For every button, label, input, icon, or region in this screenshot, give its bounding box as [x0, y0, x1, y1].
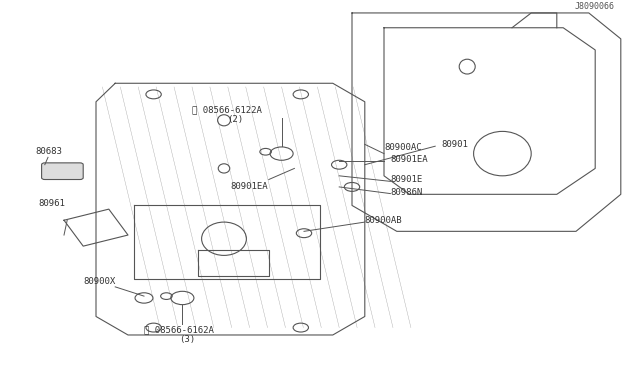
Text: 80961: 80961: [38, 199, 65, 208]
Text: J8090066: J8090066: [575, 2, 614, 11]
Text: 80901EA: 80901EA: [390, 155, 428, 164]
Text: 80986N: 80986N: [390, 188, 422, 197]
Text: 80900AB: 80900AB: [365, 216, 403, 225]
Text: 80683: 80683: [35, 147, 62, 156]
FancyBboxPatch shape: [42, 163, 83, 180]
Text: Ⓢ 08566-6162A: Ⓢ 08566-6162A: [144, 326, 214, 335]
Text: 80901E: 80901E: [390, 175, 422, 184]
Text: (3): (3): [179, 335, 195, 344]
Text: Ⓢ 08566-6122A: Ⓢ 08566-6122A: [192, 106, 262, 115]
Text: 80901: 80901: [442, 140, 468, 149]
Text: 80900AC: 80900AC: [384, 143, 422, 152]
Text: 80900X: 80900X: [83, 277, 115, 286]
Text: 80901EA: 80901EA: [230, 182, 268, 192]
Text: (2): (2): [227, 115, 243, 124]
